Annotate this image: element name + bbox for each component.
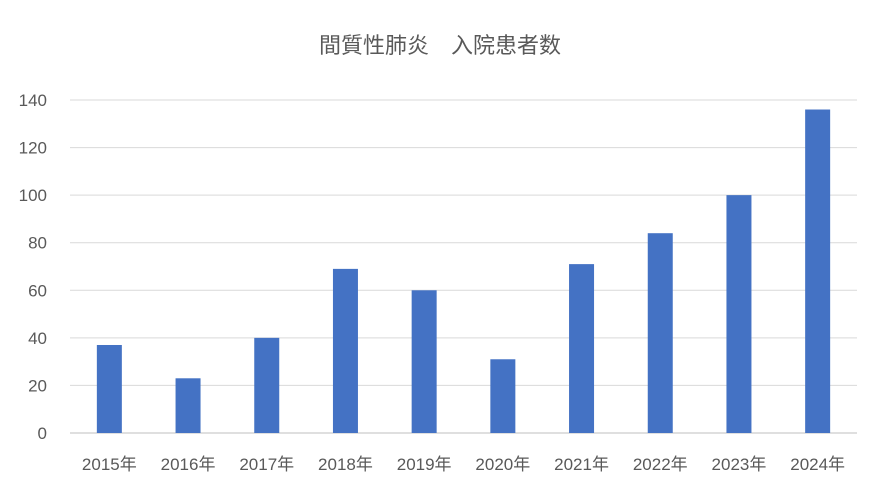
y-tick-label: 100 — [19, 186, 47, 205]
y-tick-label: 120 — [19, 139, 47, 158]
bar-2021年 — [569, 264, 595, 433]
x-tick-label: 2024年 — [790, 455, 845, 474]
bar-2020年 — [490, 359, 516, 433]
x-tick-label: 2020年 — [475, 455, 530, 474]
bar-2022年 — [647, 233, 673, 433]
x-tick-label: 2022年 — [633, 455, 688, 474]
y-axis-tick-labels: 0 20 40 60 80 100 120 140 — [19, 91, 47, 443]
y-tick-label: 60 — [28, 281, 47, 300]
bar-2016年 — [175, 378, 201, 433]
y-tick-label: 80 — [28, 234, 47, 253]
x-tick-label: 2017年 — [239, 455, 294, 474]
x-tick-label: 2023年 — [712, 455, 767, 474]
y-tick-label: 0 — [38, 424, 47, 443]
chart-title: 間質性肺炎 入院患者数 — [319, 34, 561, 59]
bar-2019年 — [411, 290, 437, 433]
bar-2018年 — [332, 268, 358, 433]
x-tick-label: 2018年 — [318, 455, 373, 474]
x-tick-label: 2015年 — [82, 455, 137, 474]
y-tick-label: 40 — [28, 329, 47, 348]
bar-2017年 — [254, 337, 280, 433]
x-tick-label: 2016年 — [161, 455, 216, 474]
bar-2015年 — [96, 344, 122, 433]
x-tick-label: 2021年 — [554, 455, 609, 474]
x-axis-tick-labels: 2015年 2016年 2017年 2018年 2019年 2020年 2021年 2022年… — [82, 455, 845, 474]
gridlines — [70, 99, 857, 434]
x-tick-label: 2019年 — [397, 455, 452, 474]
y-tick-label: 140 — [19, 91, 47, 110]
y-tick-label: 20 — [28, 376, 47, 395]
bar-2024年 — [805, 109, 831, 433]
bar-2023年 — [726, 195, 752, 433]
bars — [96, 109, 831, 433]
